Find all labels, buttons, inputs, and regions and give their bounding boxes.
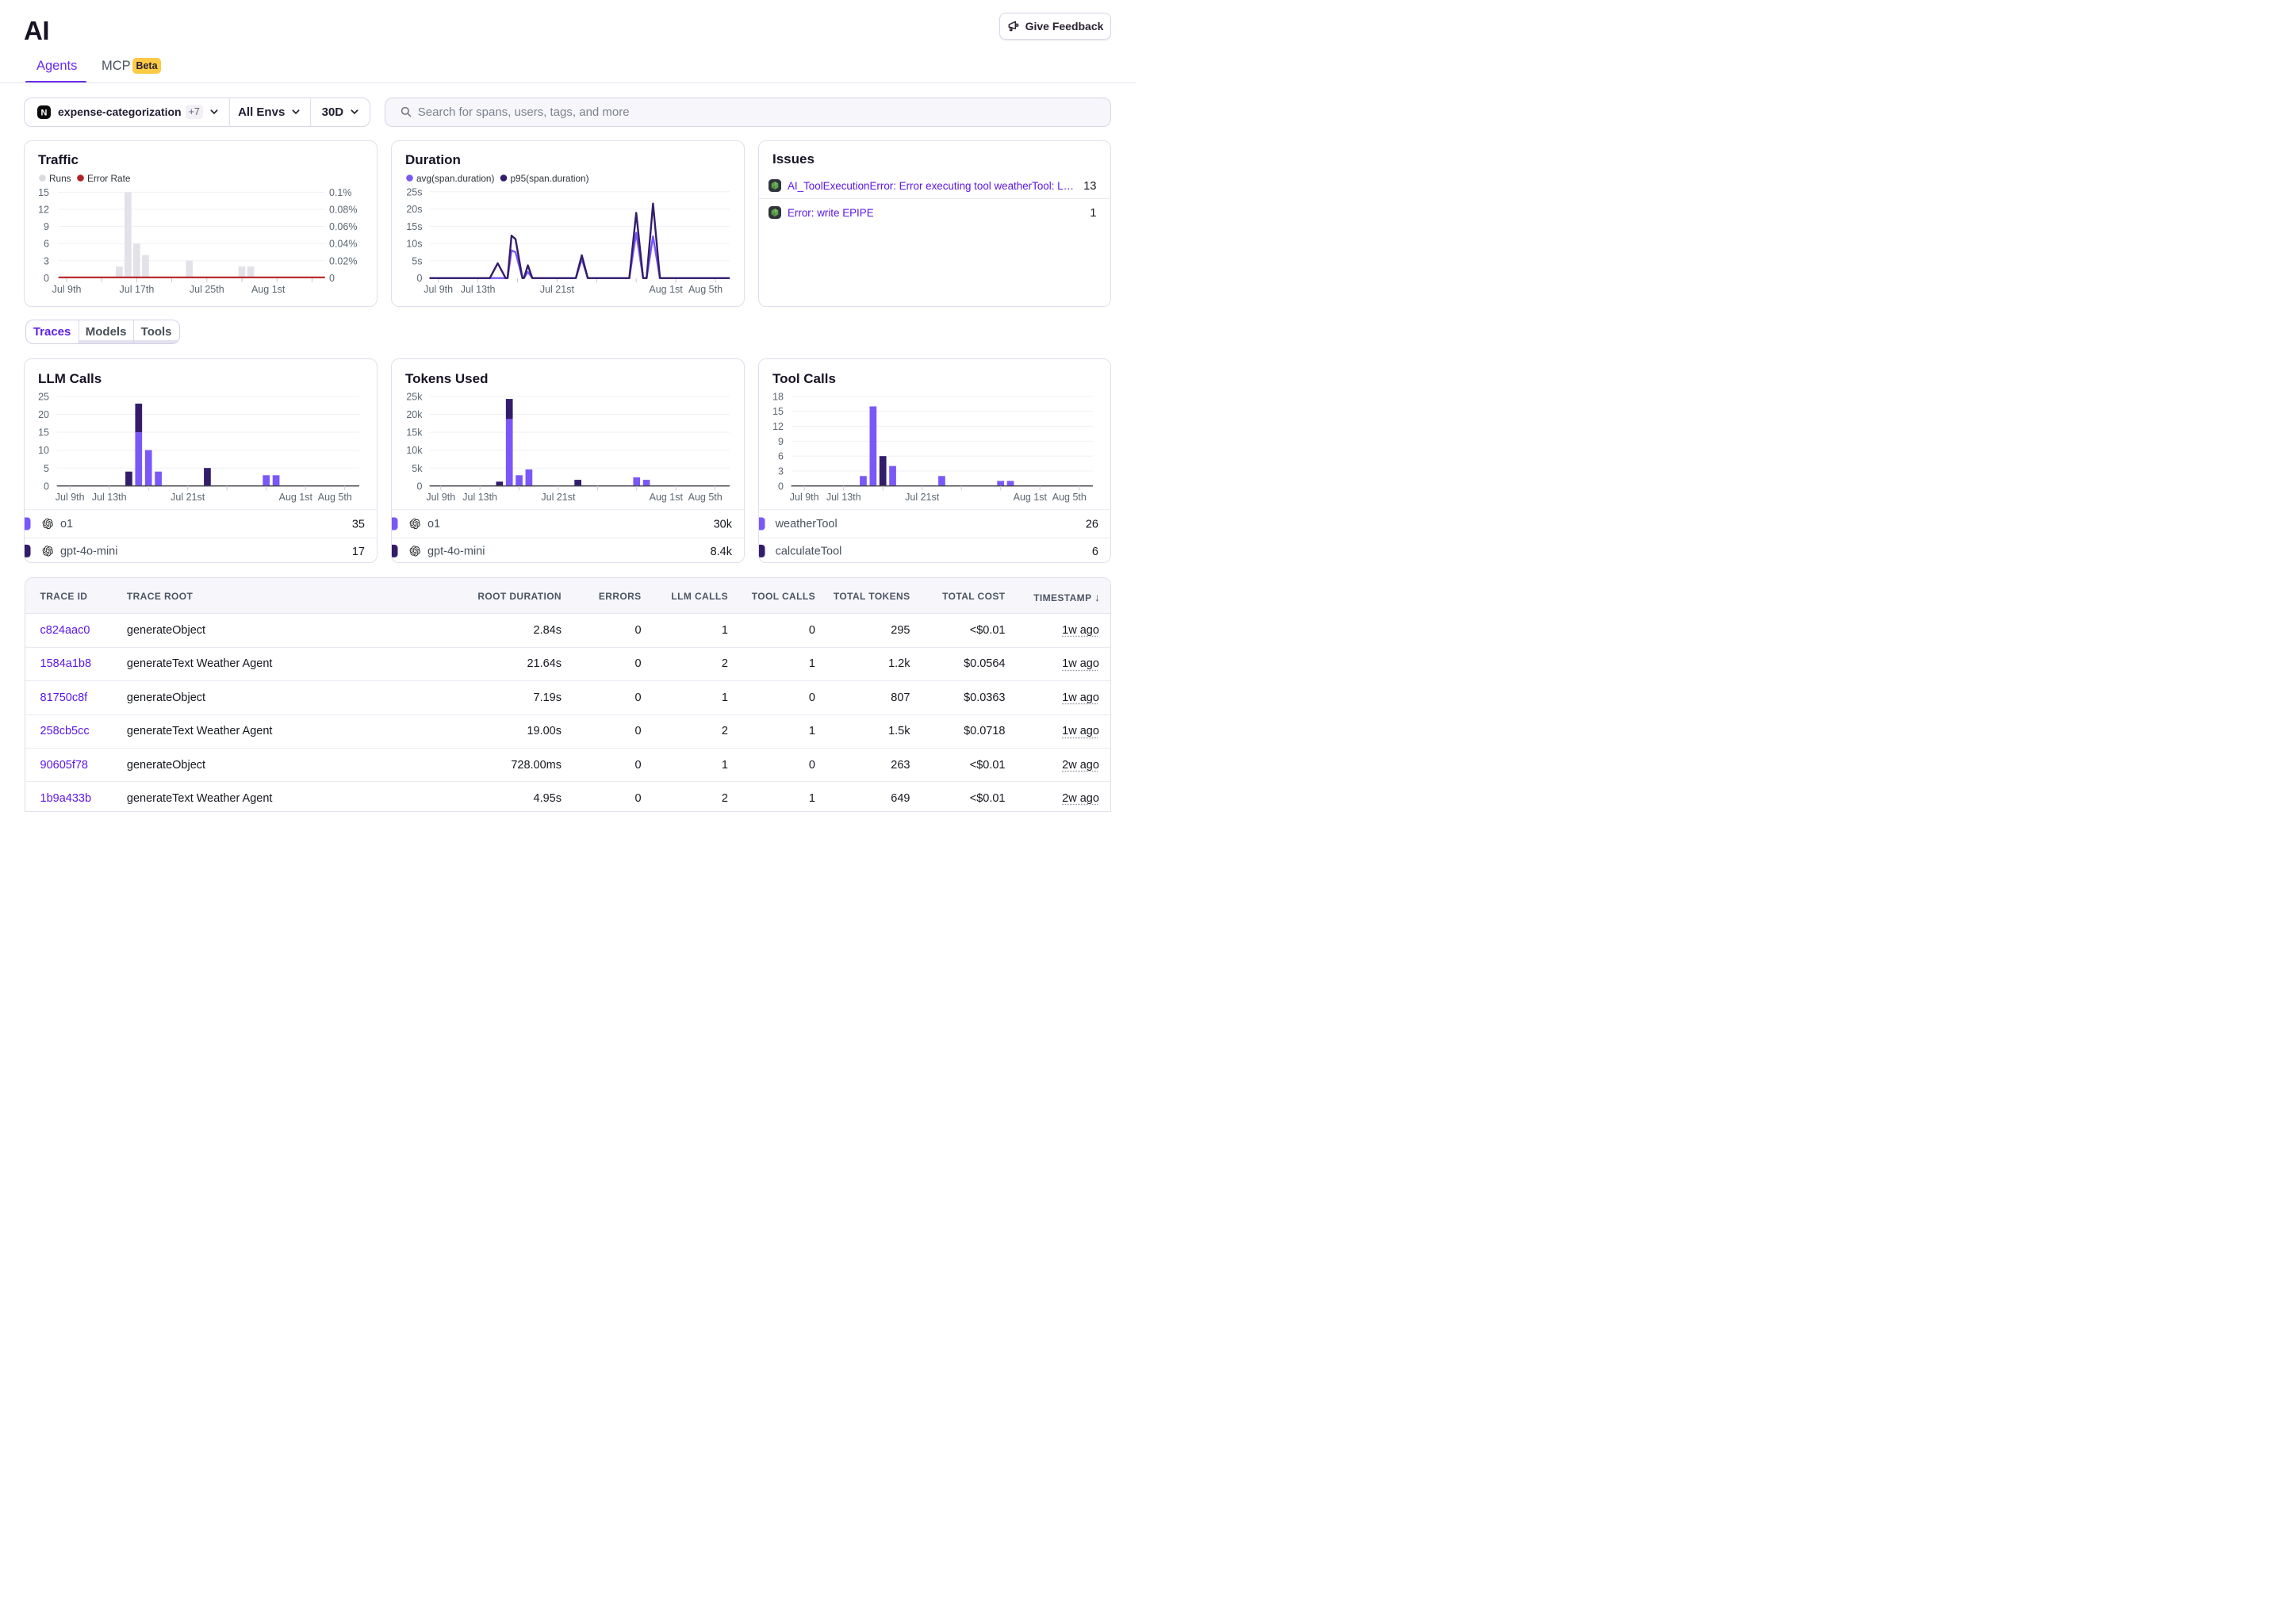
svg-text:0: 0 bbox=[417, 273, 423, 284]
svg-text:8.4k: 8.4k bbox=[711, 546, 733, 558]
svg-text:3: 3 bbox=[778, 465, 784, 477]
svg-text:12: 12 bbox=[38, 205, 49, 216]
svg-text:5: 5 bbox=[44, 462, 49, 473]
svg-text:25s: 25s bbox=[406, 186, 422, 197]
svg-text:Traffic: Traffic bbox=[38, 152, 79, 167]
svg-text:35: 35 bbox=[352, 518, 365, 530]
svg-text:Aug 1st: Aug 1st bbox=[650, 492, 684, 503]
svg-text:Aug 5th: Aug 5th bbox=[318, 492, 352, 503]
svg-text:6: 6 bbox=[44, 239, 49, 250]
svg-text:0: 0 bbox=[417, 481, 423, 492]
svg-text:0.08%: 0.08% bbox=[329, 205, 357, 216]
svg-text:o1: o1 bbox=[60, 518, 73, 530]
svg-text:0.04%: 0.04% bbox=[329, 239, 357, 250]
svg-text:avg(span.duration): avg(span.duration) bbox=[416, 173, 494, 184]
svg-text:20k: 20k bbox=[406, 409, 423, 420]
svg-text:0: 0 bbox=[778, 481, 784, 492]
svg-text:Jul 13th: Jul 13th bbox=[461, 284, 496, 295]
svg-text:15s: 15s bbox=[406, 221, 422, 232]
svg-text:Duration: Duration bbox=[405, 152, 461, 167]
svg-text:Jul 9th: Jul 9th bbox=[424, 284, 453, 295]
svg-text:15: 15 bbox=[38, 187, 49, 198]
svg-text:Jul 13th: Jul 13th bbox=[92, 492, 127, 503]
svg-text:Jul 21st: Jul 21st bbox=[541, 492, 576, 503]
svg-text:0.06%: 0.06% bbox=[329, 221, 357, 232]
svg-text:Aug 1st: Aug 1st bbox=[279, 492, 313, 503]
svg-text:0.02%: 0.02% bbox=[329, 255, 357, 266]
svg-text:15k: 15k bbox=[406, 427, 423, 438]
svg-text:Runs: Runs bbox=[49, 173, 71, 184]
svg-text:calculateTool: calculateTool bbox=[776, 545, 842, 557]
svg-text:25k: 25k bbox=[406, 391, 423, 402]
svg-text:Jul 13th: Jul 13th bbox=[826, 492, 861, 503]
svg-text:Aug 5th: Aug 5th bbox=[1052, 492, 1087, 503]
svg-text:20: 20 bbox=[38, 409, 49, 420]
svg-text:Aug 5th: Aug 5th bbox=[688, 284, 723, 295]
svg-text:20s: 20s bbox=[406, 204, 422, 215]
svg-text:15: 15 bbox=[772, 406, 784, 417]
svg-text:Jul 21st: Jul 21st bbox=[540, 284, 575, 295]
svg-text:5s: 5s bbox=[412, 255, 422, 266]
svg-text:6: 6 bbox=[1092, 546, 1098, 558]
svg-text:Jul 9th: Jul 9th bbox=[56, 492, 85, 503]
svg-text:Aug 1st: Aug 1st bbox=[251, 284, 286, 295]
svg-text:Error Rate: Error Rate bbox=[87, 173, 131, 184]
svg-text:Jul 9th: Jul 9th bbox=[52, 284, 82, 295]
svg-text:25: 25 bbox=[38, 391, 49, 402]
svg-text:9: 9 bbox=[778, 435, 784, 446]
svg-text:Jul 21st: Jul 21st bbox=[905, 492, 940, 503]
svg-text:10s: 10s bbox=[406, 239, 422, 250]
svg-text:0: 0 bbox=[44, 481, 49, 492]
svg-text:Tokens Used: Tokens Used bbox=[405, 371, 488, 386]
svg-text:Jul 21st: Jul 21st bbox=[171, 492, 205, 503]
svg-text:o1: o1 bbox=[427, 518, 440, 530]
svg-text:6: 6 bbox=[778, 450, 784, 462]
svg-text:26: 26 bbox=[1086, 518, 1098, 530]
svg-text:gpt-4o-mini: gpt-4o-mini bbox=[427, 545, 485, 557]
svg-text:Jul 9th: Jul 9th bbox=[790, 492, 819, 503]
svg-text:Jul 13th: Jul 13th bbox=[462, 492, 497, 503]
svg-text:10: 10 bbox=[38, 445, 49, 456]
svg-text:12: 12 bbox=[772, 421, 784, 432]
svg-text:0: 0 bbox=[329, 273, 335, 284]
svg-text:5k: 5k bbox=[412, 462, 423, 473]
svg-text:Jul 17th: Jul 17th bbox=[120, 284, 155, 295]
svg-text:15: 15 bbox=[38, 427, 49, 438]
svg-text:10k: 10k bbox=[406, 445, 423, 456]
svg-text:9: 9 bbox=[44, 221, 49, 232]
svg-text:3: 3 bbox=[44, 255, 49, 266]
svg-text:Tool Calls: Tool Calls bbox=[772, 371, 836, 386]
svg-text:gpt-4o-mini: gpt-4o-mini bbox=[60, 545, 117, 557]
svg-text:Aug 1st: Aug 1st bbox=[1014, 492, 1048, 503]
svg-text:Jul 25th: Jul 25th bbox=[190, 284, 224, 295]
svg-text:18: 18 bbox=[772, 391, 784, 402]
svg-text:Jul 9th: Jul 9th bbox=[426, 492, 455, 503]
svg-text:p95(span.duration): p95(span.duration) bbox=[511, 173, 589, 184]
svg-text:N: N bbox=[41, 108, 48, 117]
svg-text:30k: 30k bbox=[714, 518, 733, 530]
svg-text:17: 17 bbox=[352, 546, 365, 558]
svg-text:weatherTool: weatherTool bbox=[775, 518, 838, 530]
svg-text:Aug 5th: Aug 5th bbox=[688, 492, 723, 503]
svg-text:LLM Calls: LLM Calls bbox=[38, 371, 102, 386]
svg-text:0: 0 bbox=[44, 273, 49, 284]
svg-text:Aug 1st: Aug 1st bbox=[649, 284, 683, 295]
svg-text:0.1%: 0.1% bbox=[329, 187, 352, 198]
